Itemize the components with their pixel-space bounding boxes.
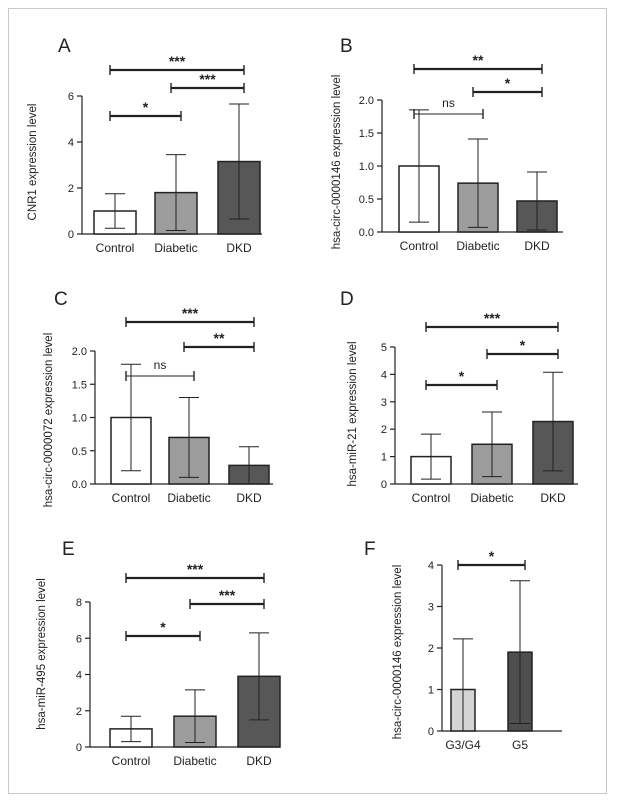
y-tick-label: 6 bbox=[76, 633, 82, 645]
y-tick-label: 1 bbox=[381, 452, 387, 464]
x-category-label: Control bbox=[96, 241, 135, 255]
y-tick-label: 0 bbox=[428, 726, 434, 738]
significance-label: * bbox=[505, 75, 511, 91]
x-category-label: DKD bbox=[524, 239, 550, 253]
significance-label: *** bbox=[484, 310, 501, 326]
panel-letter: F bbox=[364, 539, 376, 560]
y-tick-label: 5 bbox=[381, 342, 387, 354]
y-axis-label: hsa-miR-495 expression level bbox=[36, 578, 48, 729]
y-tick-label: 0.0 bbox=[359, 227, 374, 239]
y-tick-label: 4 bbox=[381, 369, 387, 381]
x-category-label: Diabetic bbox=[167, 491, 210, 505]
x-category-label: Diabetic bbox=[154, 241, 197, 255]
y-axis-label: hsa-circ-0000146 expression level bbox=[331, 75, 343, 250]
x-category-label: DKD bbox=[226, 241, 252, 255]
x-category-label: DKD bbox=[236, 491, 262, 505]
y-tick-label: 2.0 bbox=[359, 95, 374, 107]
y-tick-label: 0.5 bbox=[72, 446, 87, 458]
y-tick-label: 0 bbox=[68, 229, 74, 241]
y-tick-label: 3 bbox=[381, 397, 387, 409]
y-tick-label: 2 bbox=[76, 706, 82, 718]
y-tick-label: 0.5 bbox=[359, 194, 374, 206]
y-axis-label: CNR1 expression level bbox=[27, 104, 39, 221]
x-category-label: Diabetic bbox=[456, 239, 499, 253]
panel-letter: C bbox=[54, 289, 68, 310]
x-category-label: G5 bbox=[512, 738, 528, 752]
y-tick-label: 2 bbox=[428, 643, 434, 655]
x-category-label: Control bbox=[112, 754, 151, 768]
significance-label: * bbox=[143, 99, 149, 115]
x-category-label: Control bbox=[412, 491, 451, 505]
significance-label: *** bbox=[187, 561, 204, 577]
panel-letter: A bbox=[58, 36, 71, 57]
significance-label: * bbox=[459, 368, 465, 384]
y-tick-label: 1.0 bbox=[359, 161, 374, 173]
y-tick-label: 2 bbox=[68, 183, 74, 195]
significance-label: ns bbox=[154, 358, 167, 372]
significance-label: *** bbox=[182, 305, 199, 321]
x-category-label: Control bbox=[112, 491, 151, 505]
y-tick-label: 1.5 bbox=[359, 128, 374, 140]
y-tick-label: 0 bbox=[76, 742, 82, 754]
x-category-label: DKD bbox=[246, 754, 272, 768]
x-category-label: Diabetic bbox=[470, 491, 513, 505]
y-tick-label: 1.0 bbox=[72, 413, 87, 425]
y-tick-label: 1.5 bbox=[72, 379, 87, 391]
significance-label: *** bbox=[199, 71, 216, 87]
y-axis-label: hsa-miR-21 expression level bbox=[347, 341, 359, 486]
y-tick-label: 2.0 bbox=[72, 346, 87, 358]
significance-label: *** bbox=[169, 53, 186, 69]
y-tick-label: 1 bbox=[428, 685, 434, 697]
panel-letter: E bbox=[62, 539, 75, 560]
x-category-label: Control bbox=[400, 239, 439, 253]
significance-label: * bbox=[160, 619, 166, 635]
significance-label: * bbox=[489, 548, 495, 564]
y-tick-label: 0 bbox=[381, 479, 387, 491]
y-tick-label: 0.0 bbox=[72, 479, 87, 491]
y-axis-label: hsa-circ-0000146 expression level bbox=[392, 565, 404, 740]
y-tick-label: 4 bbox=[76, 670, 82, 682]
x-category-label: Diabetic bbox=[173, 754, 216, 768]
panel-letter: D bbox=[340, 289, 354, 310]
figure-frame bbox=[8, 8, 607, 794]
significance-label: ** bbox=[473, 52, 484, 68]
panel-letter: B bbox=[340, 36, 353, 57]
x-category-label: DKD bbox=[540, 491, 566, 505]
y-tick-label: 6 bbox=[68, 91, 74, 103]
y-axis-label: hsa-circ-0000072 expression level bbox=[43, 333, 55, 508]
x-category-label: G3/G4 bbox=[445, 738, 481, 752]
significance-label: ns bbox=[442, 96, 455, 110]
y-tick-label: 2 bbox=[381, 424, 387, 436]
significance-label: * bbox=[520, 337, 526, 353]
significance-label: ** bbox=[214, 330, 225, 346]
y-tick-label: 8 bbox=[76, 597, 82, 609]
y-tick-label: 4 bbox=[428, 560, 434, 572]
y-tick-label: 3 bbox=[428, 602, 434, 614]
y-tick-label: 4 bbox=[68, 137, 74, 149]
significance-label: *** bbox=[219, 587, 236, 603]
